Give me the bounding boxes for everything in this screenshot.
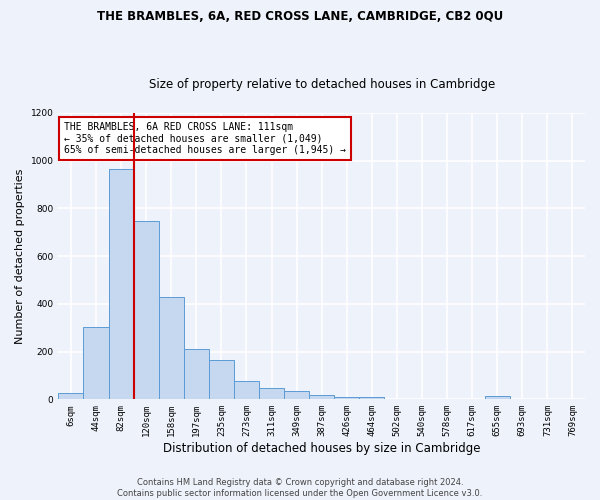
Bar bbox=[309, 395, 334, 400]
Text: Contains HM Land Registry data © Crown copyright and database right 2024.
Contai: Contains HM Land Registry data © Crown c… bbox=[118, 478, 482, 498]
Text: THE BRAMBLES, 6A RED CROSS LANE: 111sqm
← 35% of detached houses are smaller (1,: THE BRAMBLES, 6A RED CROSS LANE: 111sqm … bbox=[64, 122, 346, 155]
X-axis label: Distribution of detached houses by size in Cambridge: Distribution of detached houses by size … bbox=[163, 442, 481, 455]
Bar bbox=[134, 221, 159, 400]
Bar bbox=[58, 394, 83, 400]
Bar bbox=[334, 397, 359, 400]
Bar bbox=[359, 397, 385, 400]
Bar bbox=[159, 297, 184, 400]
Title: Size of property relative to detached houses in Cambridge: Size of property relative to detached ho… bbox=[149, 78, 495, 91]
Bar bbox=[284, 392, 309, 400]
Bar bbox=[83, 326, 109, 400]
Bar bbox=[485, 396, 510, 400]
Bar bbox=[209, 360, 234, 400]
Y-axis label: Number of detached properties: Number of detached properties bbox=[15, 168, 25, 344]
Bar bbox=[184, 349, 209, 400]
Bar bbox=[234, 380, 259, 400]
Bar bbox=[109, 169, 134, 400]
Text: THE BRAMBLES, 6A, RED CROSS LANE, CAMBRIDGE, CB2 0QU: THE BRAMBLES, 6A, RED CROSS LANE, CAMBRI… bbox=[97, 10, 503, 23]
Bar bbox=[259, 388, 284, 400]
